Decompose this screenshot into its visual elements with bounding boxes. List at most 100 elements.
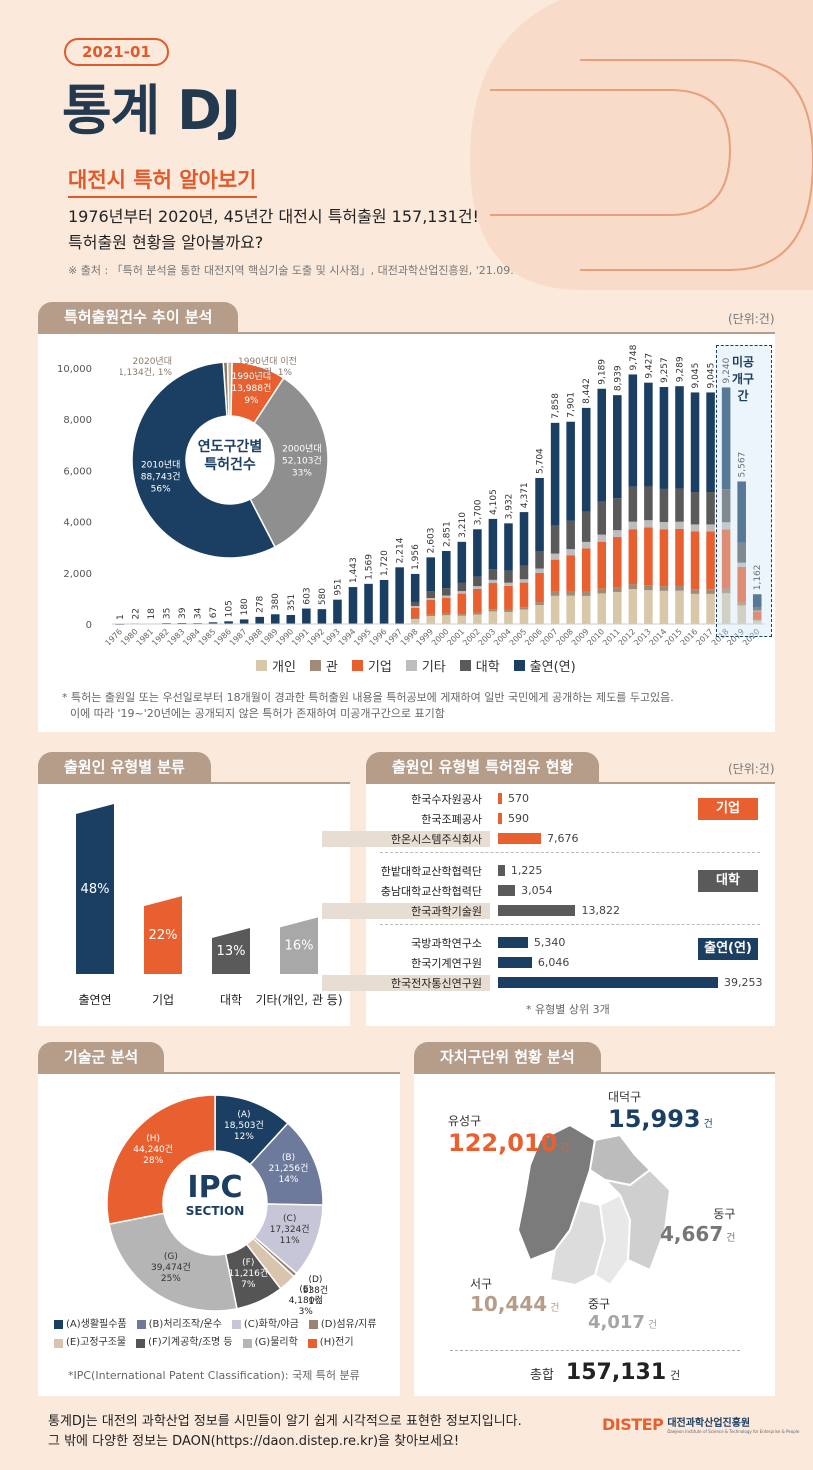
district-value: 4,017 건 — [588, 1312, 657, 1333]
applicant-name: 국방과학연구소 — [411, 936, 482, 950]
logo-korean: 대전과학산업진흥원 — [667, 1418, 751, 1429]
pie-slice-label: 52,103건 — [282, 456, 322, 467]
district-name: 대덕구 — [608, 1090, 642, 1104]
ipc-legend-item: (F)기계공학/조명 등 — [136, 1334, 233, 1352]
ipc-legend-label: (E)고정구조물 — [66, 1337, 127, 1348]
ipc-legend-label: (C)화학/야금 — [243, 1318, 299, 1330]
bar-segment — [613, 591, 622, 624]
intro-line-2: 특허출원 현황을 알아볼까요? — [68, 233, 264, 252]
ipc-slice-text: 11% — [279, 1235, 300, 1246]
ipc-slice-text: 21,256건 — [268, 1164, 309, 1175]
bar — [473, 529, 482, 577]
bar-segment — [597, 534, 607, 542]
y-tick-label: 0 — [86, 620, 92, 631]
pie-small-value: 1,163건, 1% — [238, 367, 292, 378]
bar-value-label: 603 — [302, 587, 312, 604]
applicant-group-badge: 출연(연) — [698, 938, 758, 960]
bar-segment — [737, 605, 746, 624]
bar-segment — [550, 595, 560, 624]
y-tick-label: 4,000 — [63, 518, 92, 529]
bar-segment — [659, 522, 669, 530]
bar — [457, 541, 467, 583]
bar-segment — [410, 607, 420, 618]
unpublished-box — [716, 345, 772, 637]
bar-value-label: 4,105 — [489, 489, 499, 515]
trend-legend: 개인 관 기업 기타 대학 출연(연) — [256, 656, 590, 675]
district-unit: 건 — [726, 1233, 736, 1244]
bar-segment — [721, 489, 731, 523]
bar-value-label: 5,567 — [738, 452, 748, 478]
trend-note-line-2: 이에 따라 '19~'20년에는 공개되지 않은 특허가 존재하여 미공개구간으… — [70, 707, 445, 720]
applicant-row: 한밭대학교산학협력단 1,225 — [366, 862, 543, 879]
bar-segment — [566, 549, 575, 556]
bar-segment — [457, 582, 467, 592]
bar-segment — [644, 527, 653, 586]
applicant-name: 한온시스템주식회사 — [322, 830, 490, 847]
bar-segment — [426, 591, 436, 599]
bar — [239, 619, 249, 624]
section-tab-district: 자치구단위 현황 분석 — [414, 1042, 601, 1072]
bar-segment — [426, 600, 436, 615]
bar-segment — [535, 602, 544, 606]
bar-segment — [690, 589, 700, 594]
bar-value-label: 9,189 — [598, 359, 608, 385]
ipc-legend-label: (D)섬유/지류 — [320, 1318, 377, 1330]
district-unit: 건 — [647, 1320, 658, 1331]
bar-value-label: 3,932 — [504, 494, 514, 520]
ipc-slice-text: 7% — [241, 1279, 256, 1290]
bar — [690, 392, 700, 493]
applicant-group-badge: 기업 — [698, 798, 758, 820]
total-line — [450, 1350, 740, 1351]
bar-segment — [581, 511, 591, 542]
logo-mark: DISTEP — [602, 1414, 664, 1434]
bar — [333, 599, 342, 624]
legend-label: 출연(연) — [529, 660, 576, 675]
legend-item: 관 — [309, 656, 338, 675]
pie-slice — [108, 1212, 238, 1312]
pie-slice — [131, 361, 277, 559]
bar — [441, 551, 451, 589]
applicant-value: 5,340 — [533, 936, 566, 949]
bar-segment — [504, 585, 513, 610]
pie-slice-label: 1990년대 — [232, 371, 271, 382]
pie-slice-label: 9% — [244, 396, 259, 406]
applicant-value: 39,253 — [724, 976, 763, 989]
bar-segment — [752, 610, 762, 612]
bar-segment — [426, 614, 436, 617]
ipc-center-label: IPC SECTION — [165, 1172, 265, 1219]
bar-segment — [613, 530, 622, 538]
bar-segment — [706, 524, 715, 532]
bar — [426, 557, 436, 592]
pie-slice-label: 2000년대 — [282, 444, 321, 455]
bar-value-label: 9,240 — [722, 357, 732, 383]
applicant-row: 충남대학교산학협력단 3,054 — [366, 882, 553, 899]
bar-value-label: 351 — [287, 594, 297, 611]
applicant-bar — [498, 833, 542, 844]
bar — [613, 395, 622, 499]
ipc-legend-swatch — [136, 1320, 146, 1329]
bar-segment — [613, 587, 622, 592]
applicant-name: 한국기계연구원 — [411, 956, 482, 970]
bar-segment — [675, 528, 684, 586]
bar-segment — [628, 584, 638, 590]
bar-segment — [488, 611, 498, 624]
legend-swatch — [256, 660, 267, 671]
bar-value-label: 7,858 — [551, 393, 561, 419]
distep-logo[interactable]: DISTEP 대전과학산업진흥원 Daejeon Institute of Sc… — [602, 1414, 799, 1435]
applicant-row: 한국전자통신연구원 39,253 — [322, 974, 763, 991]
ipc-slice-text: 17,324건 — [269, 1224, 310, 1235]
bar-segment — [535, 572, 544, 603]
bar-segment — [628, 486, 638, 522]
ipc-slice-text: 1% — [308, 1297, 323, 1308]
ipc-legend-item: (A)생활필수품 — [54, 1316, 127, 1334]
district-number: 10,444 — [470, 1292, 548, 1316]
applicant-name: 충남대학교산학협력단 — [380, 884, 482, 898]
ipc-legend-swatch — [242, 1338, 252, 1348]
ipc-slice-label: (C) 17,324건 11% — [260, 1214, 320, 1247]
bar-segment — [690, 524, 700, 532]
bar-segment — [690, 531, 700, 590]
bar — [379, 579, 389, 624]
bar-segment — [488, 609, 498, 612]
ipc-slice-text: 4,180건 — [288, 1295, 323, 1306]
applicant-value: 1,225 — [510, 864, 543, 877]
